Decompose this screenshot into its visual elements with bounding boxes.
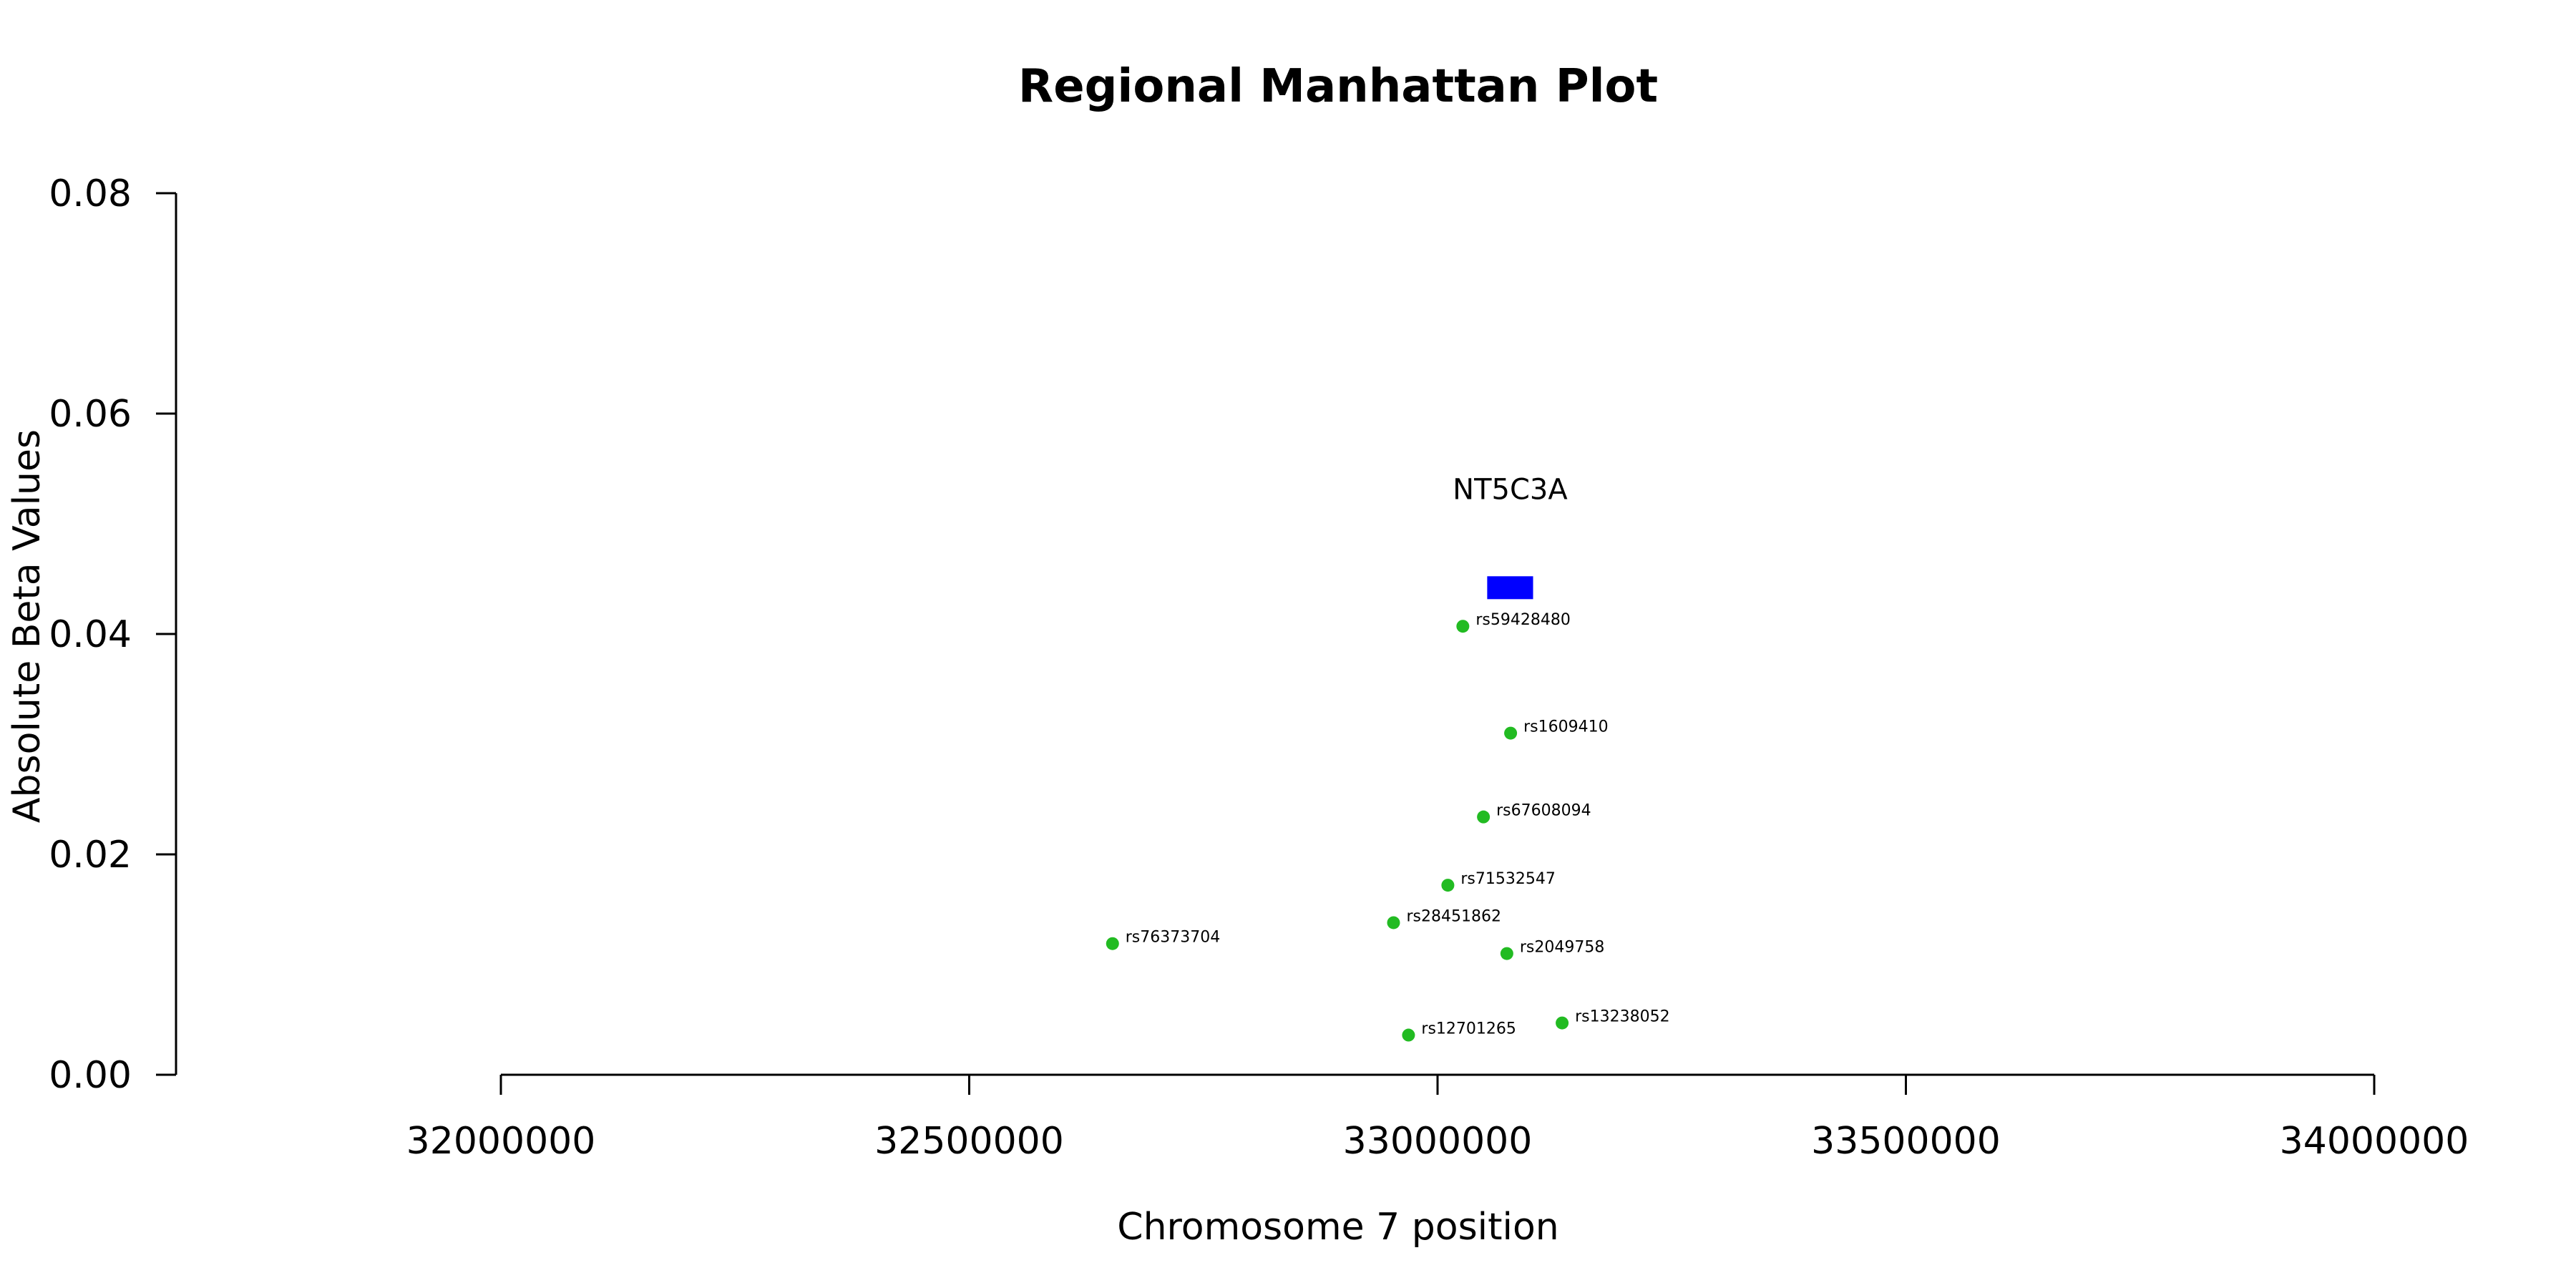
- x-tick-label: 32500000: [874, 1120, 1064, 1163]
- x-tick-label: 33500000: [1811, 1120, 2001, 1163]
- y-axis-label: Absolute Beta Values: [6, 429, 49, 823]
- snp-label: rs12701265: [1421, 1020, 1516, 1038]
- x-axis: 32000000 32500000 33000000 33500000 34000000: [406, 1073, 2469, 1163]
- snp-label: rs59428480: [1475, 611, 1570, 629]
- y-tick-label: 0.04: [49, 613, 132, 656]
- gene-layer: NT5C3A: [1453, 473, 1568, 600]
- snp-point: [1456, 620, 1470, 633]
- snp-label: rs2049758: [1520, 939, 1605, 957]
- y-tick-label: 0.02: [49, 834, 132, 877]
- points-layer: rs59428480 rs1609410 rs67608094 rs71532547 r…: [1106, 611, 1670, 1042]
- x-tick-label: 33000000: [1343, 1120, 1533, 1163]
- snp-label: rs71532547: [1460, 870, 1555, 888]
- x-tick-label: 32000000: [406, 1120, 596, 1163]
- x-tick-label: 34000000: [2280, 1120, 2469, 1163]
- snp-point: [1441, 879, 1455, 892]
- snp-point: [1106, 937, 1119, 950]
- snp-point: [1504, 726, 1518, 740]
- snp-point: [1477, 810, 1491, 824]
- gene-label: NT5C3A: [1453, 473, 1568, 506]
- snp-label: rs76373704: [1126, 929, 1220, 947]
- y-tick-label: 0.08: [49, 172, 132, 215]
- snp-point: [1500, 947, 1513, 960]
- y-axis: 0.00 0.02 0.04 0.06 0.08: [49, 172, 177, 1097]
- snp-label: rs28451862: [1406, 907, 1501, 925]
- x-axis-label: Chromosome 7 position: [1117, 1206, 1558, 1249]
- snp-point: [1387, 916, 1400, 930]
- y-tick-label: 0.00: [49, 1054, 132, 1097]
- snp-point: [1402, 1028, 1415, 1042]
- snp-label: rs13238052: [1575, 1008, 1669, 1026]
- snp-label: rs1609410: [1523, 718, 1609, 736]
- gene-bar: [1487, 576, 1533, 600]
- y-tick-label: 0.06: [49, 393, 132, 436]
- snp-point: [1556, 1016, 1569, 1030]
- chart-title: Regional Manhattan Plot: [1018, 60, 1658, 113]
- snp-label: rs67608094: [1496, 802, 1591, 820]
